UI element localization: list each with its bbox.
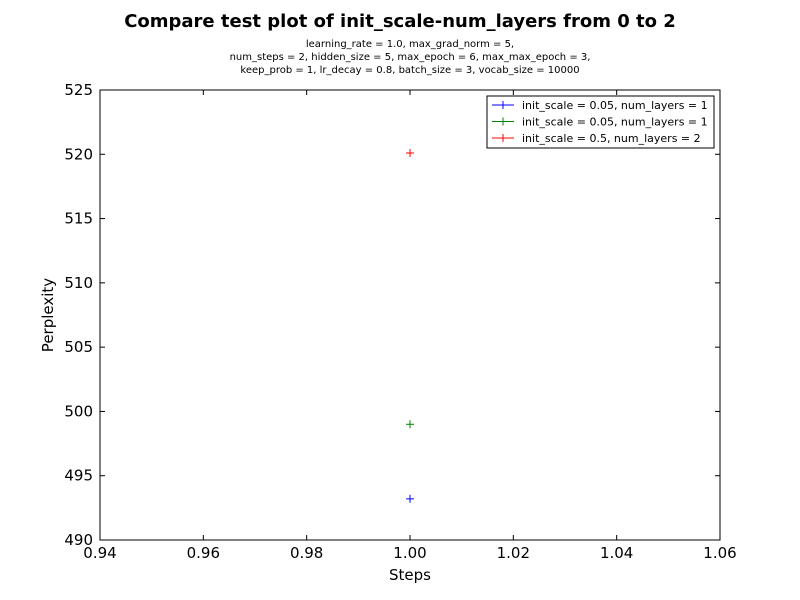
x-tick-label: 1.04 <box>600 544 633 562</box>
legend-label: init_scale = 0.05, num_layers = 1 <box>522 116 708 129</box>
y-tick-label: 500 <box>64 402 93 420</box>
chart-subtitle-line-3: keep_prob = 1, lr_decay = 0.8, batch_siz… <box>240 65 579 76</box>
plot-area <box>99 89 721 541</box>
y-tick-label: 495 <box>64 467 93 485</box>
x-tick-label: 1.06 <box>703 544 736 562</box>
y-axis-label: Perplexity <box>39 278 57 352</box>
x-axis-label: Steps <box>389 566 431 584</box>
y-tick-label: 505 <box>64 338 93 356</box>
legend-label: init_scale = 0.5, num_layers = 2 <box>522 132 701 145</box>
chart-subtitle-line-2: num_steps = 2, hidden_size = 5, max_epoc… <box>230 52 591 63</box>
y-tick-label: 515 <box>64 210 93 228</box>
data-point-series-1 <box>406 494 414 503</box>
legend-box <box>486 95 715 149</box>
chart-title: Compare test plot of init_scale-num_laye… <box>124 11 676 32</box>
legend: init_scale = 0.05, num_layers = 1 init_sc… <box>486 95 715 149</box>
x-tick-label: 0.96 <box>187 544 220 562</box>
chart-subtitle-line-1: learning_rate = 1.0, max_grad_norm = 5, <box>306 39 514 50</box>
legend-entry-3: init_scale = 0.5, num_layers = 2 <box>492 132 701 145</box>
axis-ticks: 0.94 0.96 0.98 1.00 1.02 1.04 1.06 490 495 500 505… <box>64 81 736 562</box>
legend-label: init_scale = 0.05, num_layers = 1 <box>522 99 708 112</box>
y-tick-label: 490 <box>64 531 93 549</box>
y-tick-label: 525 <box>64 81 93 99</box>
x-tick-label: 1.02 <box>497 544 530 562</box>
y-tick-label: 510 <box>64 274 93 292</box>
data-point-series-2 <box>406 420 414 429</box>
data-point-series-3 <box>406 149 414 157</box>
legend-entry-2: init_scale = 0.05, num_layers = 1 <box>492 116 708 129</box>
legend-entry-1: init_scale = 0.05, num_layers = 1 <box>492 99 708 112</box>
y-tick-label: 520 <box>64 145 93 163</box>
x-tick-label: 0.98 <box>290 544 323 562</box>
x-tick-label: 0.94 <box>83 544 116 562</box>
x-tick-label: 1.00 <box>393 544 426 562</box>
data-points <box>406 149 414 503</box>
